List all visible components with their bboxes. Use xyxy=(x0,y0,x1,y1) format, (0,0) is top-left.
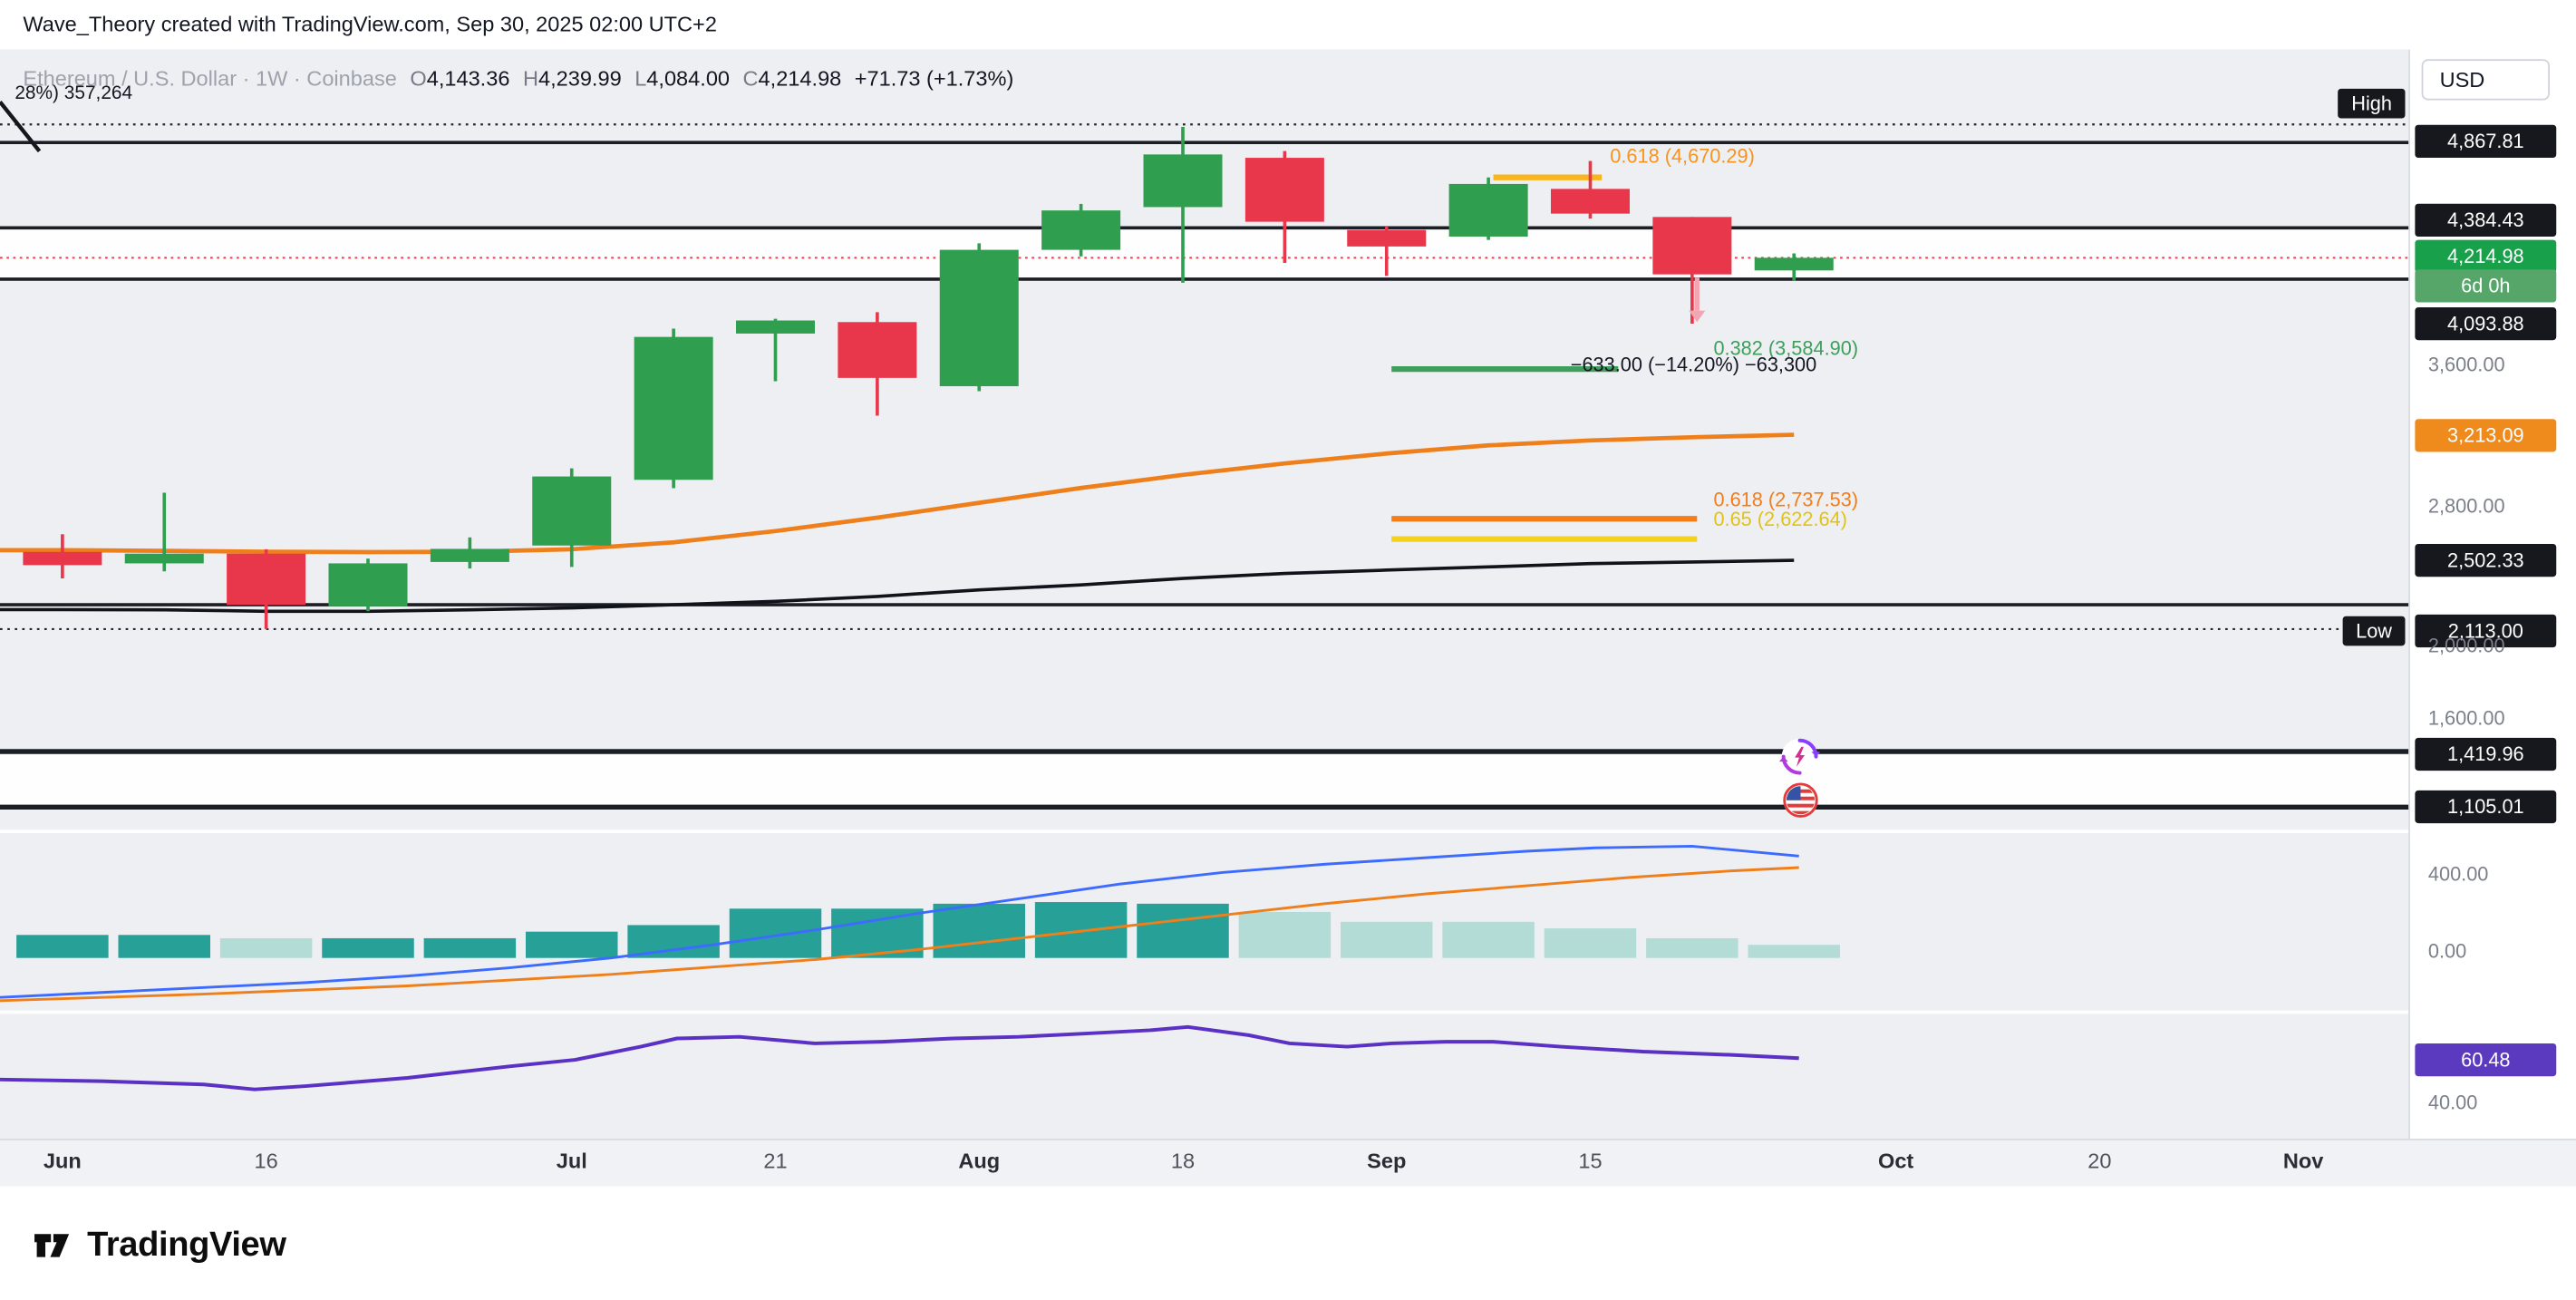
candle-body xyxy=(1754,257,1834,271)
open-label: O xyxy=(410,65,427,91)
time-axis[interactable] xyxy=(0,1139,2576,1187)
volume-bar xyxy=(1646,937,1738,958)
candle-body xyxy=(1244,158,1324,222)
candle-body xyxy=(430,548,509,562)
rsi-line xyxy=(0,1024,1799,1091)
pane-separator[interactable] xyxy=(0,829,2409,833)
candle-body xyxy=(23,551,102,566)
high-label: H xyxy=(522,65,538,91)
candle-body xyxy=(124,553,204,564)
candle-body xyxy=(1652,217,1732,275)
candle-body xyxy=(328,563,408,606)
volume-bar xyxy=(219,937,313,958)
price-band xyxy=(0,751,2409,808)
candle-body xyxy=(1041,210,1121,250)
volume-bar xyxy=(1748,945,1840,958)
trendline-stub[interactable] xyxy=(0,101,42,153)
candle-body xyxy=(1448,183,1528,237)
open-value: 4,143.36 xyxy=(426,65,510,91)
pane-separator[interactable] xyxy=(0,1010,2409,1014)
currency-dropdown[interactable]: USD xyxy=(2421,59,2550,101)
top-toolbar: Wave_Theory created with TradingView.com… xyxy=(0,0,2576,50)
price-band xyxy=(0,228,2409,279)
candle-body xyxy=(227,553,306,606)
close-value: 4,214.98 xyxy=(758,65,842,91)
volume-bar xyxy=(933,903,1025,958)
volume-bar xyxy=(1137,903,1229,958)
indicator-legend-partial: 28%) 357,264 xyxy=(15,83,133,104)
bottom-bar xyxy=(0,1186,2576,1300)
candle-body xyxy=(939,249,1019,387)
volume-bar xyxy=(16,935,109,958)
tradingview-wordmark: TradingView xyxy=(87,1225,286,1263)
volume-bar xyxy=(729,908,822,958)
ma-orange-line xyxy=(0,432,1795,555)
volume-ma-blue-line xyxy=(0,844,1799,999)
close-label: C xyxy=(742,65,759,91)
candle-body xyxy=(532,476,612,546)
candle-body xyxy=(838,322,917,378)
us-flag-icon[interactable] xyxy=(1783,782,1819,827)
volume-bar xyxy=(1238,911,1332,958)
low-value: 4,084.00 xyxy=(646,65,731,91)
refresh-bolt-icon[interactable] xyxy=(1778,736,1821,785)
export-title: Wave_Theory created with TradingView.com… xyxy=(23,11,717,36)
low-label: L xyxy=(634,65,647,91)
volume-ma-orange-line xyxy=(0,866,1799,1003)
change-value: +71.73 (+1.73%) xyxy=(854,65,1014,91)
volume-bar xyxy=(423,937,517,958)
symbol-title: Ethereum / U.S. Dollar · 1W · Coinbase xyxy=(23,65,397,91)
high-value: 4,239.99 xyxy=(537,65,622,91)
currency-label: USD xyxy=(2439,67,2485,92)
candle-body xyxy=(1143,154,1223,208)
candle-body xyxy=(1551,189,1630,214)
volume-bar xyxy=(1544,928,1637,958)
candle-body xyxy=(736,320,815,334)
candle-body xyxy=(634,336,713,480)
tradingview-logo[interactable]: TradingView xyxy=(30,1223,286,1267)
volume-bar xyxy=(118,935,210,958)
volume-bar xyxy=(322,937,414,958)
volume-bar xyxy=(627,925,720,958)
drop-arrow-head xyxy=(1689,310,1706,323)
volume-bar xyxy=(1341,921,1433,958)
tradingview-logomark xyxy=(34,1234,70,1257)
candle-body xyxy=(1347,229,1427,247)
volume-bar xyxy=(1442,921,1535,958)
symbol-legend[interactable]: Ethereum / U.S. Dollar · 1W · Coinbase O4… xyxy=(23,66,1013,91)
volume-bar xyxy=(526,931,618,958)
